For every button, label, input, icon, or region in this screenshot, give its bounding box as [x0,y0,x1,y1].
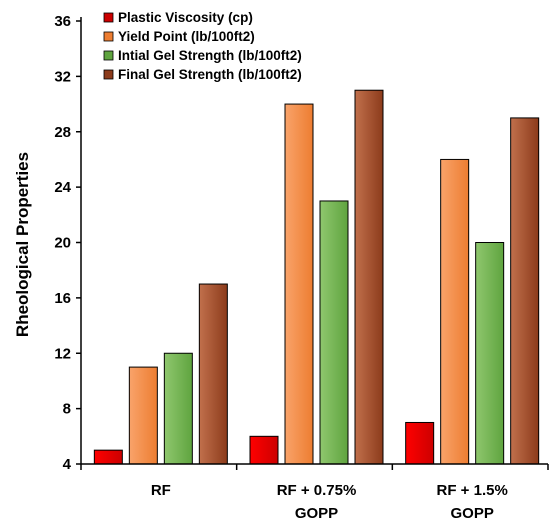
legend: Plastic Viscosity (cp) Yield Point (lb/10… [103,10,302,82]
legend-label: Intial Gel Strength (lb/100ft2) [118,48,302,63]
y-tick-label: 16 [54,290,71,307]
axes-layer: 4 8 12 16 20 24 28 32 36 RF RF + 0.75% GOPP RF + 1.5… [13,13,549,522]
bar-2-2 [475,242,505,465]
bar-2-0 [405,421,435,465]
legend-label: Final Gel Strength (lb/100ft2) [118,67,302,82]
bar-0-3 [198,283,228,465]
bars-layer [93,89,540,465]
legend-swatch [103,50,114,61]
y-tick-label: 4 [63,456,72,473]
y-tick-label: 32 [54,68,71,85]
bar-0-2 [163,352,193,465]
legend-swatch [103,31,114,42]
x-category-label: GOPP [295,505,338,522]
y-tick-label: 28 [54,124,71,141]
y-tick-label: 12 [54,345,71,362]
bar-1-3 [354,89,384,465]
legend-swatch [103,69,114,80]
y-tick-label: 24 [54,179,71,196]
x-category-label: GOPP [450,505,493,522]
x-category-label: RF [151,482,171,499]
y-tick-label: 36 [54,13,71,30]
x-category-label: RF + 1.5% [437,482,508,499]
bar-0-1 [128,366,158,465]
y-axis-title: Rheological Properties [13,152,32,337]
bar-1-2 [319,200,349,465]
bar-1-0 [249,435,279,465]
x-category-label: RF + 0.75% [277,482,357,499]
y-tick-label: 8 [63,401,71,418]
legend-label: Plastic Viscosity (cp) [118,10,253,25]
bar-2-1 [440,158,470,465]
bar-1-1 [284,103,314,465]
legend-swatch [103,12,114,23]
y-tick-label: 20 [54,235,71,252]
bar-0-0 [93,449,123,465]
bar-2-3 [510,117,540,465]
legend-label: Yield Point (lb/100ft2) [118,29,255,44]
